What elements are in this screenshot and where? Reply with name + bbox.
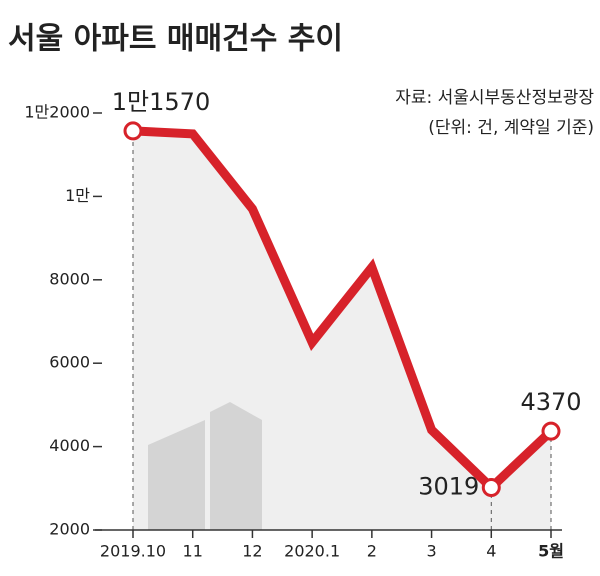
marker — [541, 421, 561, 441]
buildings — [148, 402, 262, 530]
chart-title: 서울 아파트 매매건수 추이 — [8, 22, 343, 57]
y-tick-label: 6000 — [49, 353, 90, 372]
y-tick-label: 8000 — [49, 269, 90, 288]
y-tick-label: 2000 — [49, 520, 90, 539]
source: 자료: 서울시부동산정보광장 — [395, 88, 594, 108]
marker — [481, 478, 501, 498]
data-label: 1만1570 — [112, 88, 210, 116]
y-tick-label: 1만 — [65, 186, 90, 205]
data-label: 3019 — [418, 473, 479, 501]
x-tick-label: 2 — [367, 542, 377, 561]
data-label: 4370 — [520, 388, 581, 416]
building — [210, 402, 262, 530]
unit-note: (단위: 건, 계약일 기준) — [428, 118, 594, 138]
building — [148, 420, 205, 530]
marker — [123, 121, 143, 141]
x-tick-label: 11 — [183, 542, 203, 561]
y-tick-label: 1만2000 — [24, 103, 90, 122]
x-tick-label: 4 — [486, 542, 496, 561]
x-tick-label: 2020.1 — [284, 542, 340, 561]
x-tick-label: 12 — [242, 542, 262, 561]
y-tick-label: 4000 — [49, 436, 90, 455]
x-tick-label: 3 — [426, 542, 436, 561]
x-tick-label: 2019.10 — [100, 542, 166, 561]
line — [132, 126, 555, 494]
x-tick-label: 5월 — [538, 542, 564, 561]
